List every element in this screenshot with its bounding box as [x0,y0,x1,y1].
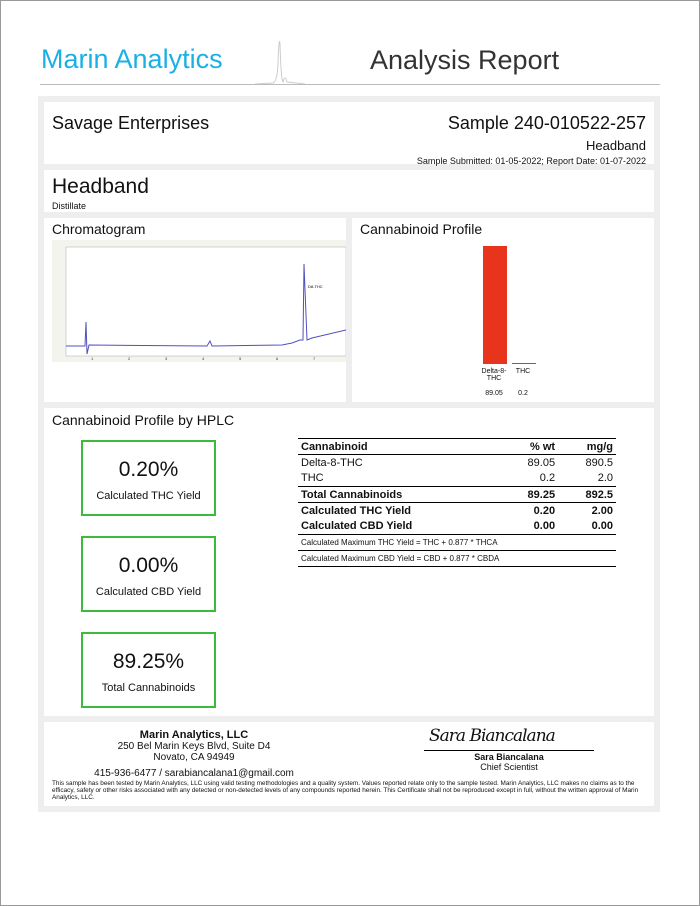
footer-card: Marin Analytics, LLC 250 Bel Marin Keys … [44,722,654,806]
disclaimer: This sample has been tested by Marin Ana… [52,780,639,801]
col-header: % wt [530,440,556,453]
lab-address: Marin Analytics, LLC 250 Bel Marin Keys … [84,729,304,780]
client-card: Savage Enterprises Sample 240-010522-257… [44,102,654,166]
note-row: Calculated Maximum CBD Yield = CBD + 0.8… [298,551,616,567]
lab-contact: 415-936-6477 / sarabiancalana1@gmail.com [94,768,294,779]
thc-yield-row: Calculated THC Yield 0.20 2.00 [298,503,616,519]
signature: Sara Biancalana [429,726,556,746]
cell: 892.5 [585,488,613,501]
x-tick: 2 [128,356,131,361]
table-row: THC 0.2 2.0 [298,471,616,487]
report-body: Savage Enterprises Sample 240-010522-257… [38,96,660,812]
bar-0 [483,246,507,364]
cell: Calculated THC Yield [301,504,412,517]
address-line: Novato, CA 94949 [153,752,235,763]
cannabinoid-table: Cannabinoid % wt mg/g Delta-8-THC 89.05 890.… [298,438,616,567]
note-row: Calculated Maximum THC Yield = THC + 0.8… [298,535,616,551]
chromatogram-title: Chromatogram [52,221,146,237]
col-header: mg/g [586,440,613,453]
kpi-label: Total Cannabinoids [101,682,196,694]
cell: 89.05 [527,456,556,469]
x-tick: 5 [239,356,242,361]
cell: THC [301,472,324,485]
chromatogram-card: Chromatogram D8-THC 1 2 3 4 5 6 7 [44,218,346,402]
peak-label: D8-THC [308,284,323,289]
x-tick: 3 [165,356,168,361]
x-tick: 7 [313,356,316,361]
kpi-value: 0.20% [118,458,179,481]
cell: 0.2 [539,472,556,485]
cell: 2.00 [591,504,613,517]
product-card: Headband Distillate [44,170,654,212]
kpi-value: 0.00% [118,554,179,577]
brand-logo: Marin Analytics [41,44,223,74]
cell: 0.00 [533,520,556,533]
report-title: Analysis Report [370,45,560,75]
product-type: Distillate [52,201,87,211]
x-tick: 1 [91,356,94,361]
table-header: Cannabinoid % wt mg/g [298,438,616,455]
signature-line [424,750,594,751]
lab-name: Marin Analytics, LLC [139,729,249,741]
bar-value: 0.2 [518,390,528,397]
cell: 0.00 [591,520,613,533]
sample-dates: Sample Submitted: 01-05-2022; Report Dat… [416,156,646,166]
kpi-label: Calculated THC Yield [96,490,201,502]
cell: 89.25 [527,488,556,501]
profile-card: Cannabinoid Profile Delta-8-THC THC 89.0… [352,218,654,402]
kpi-cbd-yield: 0.00% Calculated CBD Yield [81,536,216,612]
divider [40,84,660,85]
cell: Delta-8-THC [301,456,363,469]
peak-logo-icon [255,41,305,85]
sample-product: Headband [586,138,646,153]
bar-1 [512,362,536,364]
bar-label: Delta-8-THC [481,368,507,382]
col-header: Cannabinoid [301,440,368,453]
thc-formula-note: Calculated Maximum THC Yield = THC + 0.8… [301,538,498,547]
signer-name: Sara Biancalana [474,752,544,762]
table-row: Delta-8-THC 89.05 890.5 [298,455,616,471]
cbd-yield-row: Calculated CBD Yield 0.00 0.00 [298,519,616,535]
cell: Total Cannabinoids [301,488,403,501]
x-tick: 4 [202,356,205,361]
kpi-value: 89.25% [112,650,185,673]
sample-id: Sample 240-010522-257 [447,113,646,133]
kpi-total-cannabinoids: 89.25% Total Cannabinoids [81,632,216,708]
cell: 0.20 [533,504,556,517]
cell: 2.0 [597,472,613,485]
total-row: Total Cannabinoids 89.25 892.5 [298,487,616,503]
kpi-label: Calculated CBD Yield [95,586,202,598]
hplc-title: Cannabinoid Profile by HPLC [52,412,235,428]
bar-value: 89.05 [485,390,503,397]
cbd-formula-note: Calculated Maximum CBD Yield = CBD + 0.8… [301,554,500,563]
chromatogram-image: D8-THC 1 2 3 4 5 6 7 [52,240,346,362]
signer-role: Chief Scientist [480,762,538,772]
bar-label: THC [515,368,531,375]
x-tick: 6 [276,356,279,361]
address-line: 250 Bel Marin Keys Blvd, Suite D4 [117,741,271,752]
kpi-thc-yield: 0.20% Calculated THC Yield [81,440,216,516]
cell: Calculated CBD Yield [301,520,413,533]
cell: 890.5 [585,456,613,469]
profile-title: Cannabinoid Profile [360,221,483,237]
signer-block: Sara Biancalana Chief Scientist [424,752,594,772]
client-name: Savage Enterprises [52,113,210,133]
product-name: Headband [52,175,149,198]
